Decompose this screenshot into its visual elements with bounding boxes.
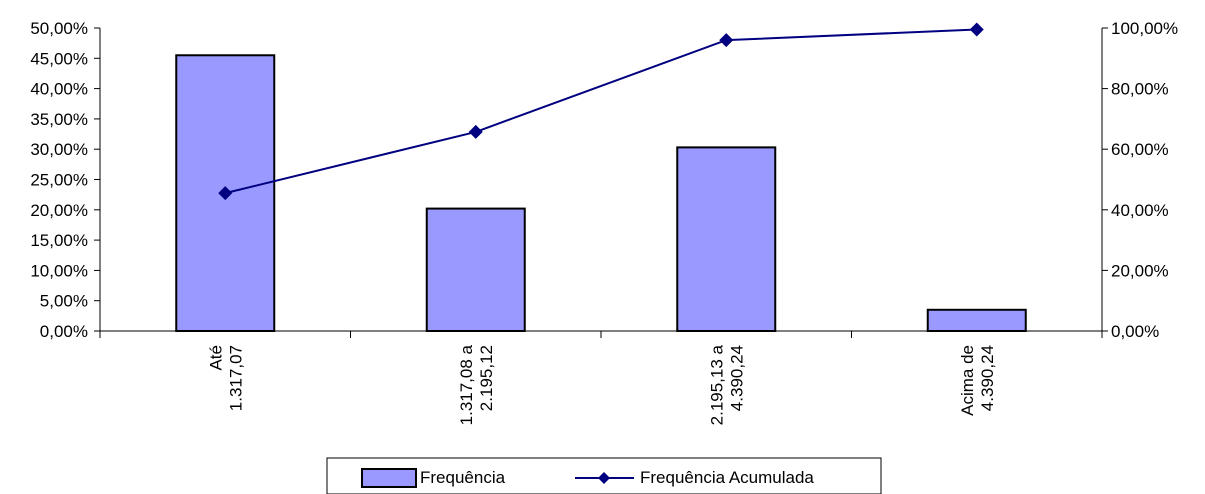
y-right-tick-label: 40,00%	[1111, 201, 1169, 220]
y-left-tick-label: 25,00%	[30, 171, 88, 190]
category-labels: Até1.317,07 1.317,08 a2.195,12 2.195,13 a4…	[206, 344, 997, 425]
legend: Frequência Frequência Acumulada	[326, 457, 882, 494]
y-left-tick-label: 15,00%	[30, 231, 88, 250]
y-left-tick-label: 0,00%	[40, 322, 88, 341]
bar	[676, 146, 777, 332]
y-left-tick-label: 20,00%	[30, 201, 88, 220]
y-left-tick-label: 40,00%	[30, 80, 88, 99]
line-point	[468, 124, 483, 139]
line-series	[218, 22, 984, 201]
legend-bar-swatch	[361, 468, 417, 488]
bar	[926, 308, 1027, 333]
line-point	[719, 33, 734, 48]
legend-line-marker	[598, 472, 610, 484]
x-category-label: Até1.317,07	[206, 345, 245, 411]
y-right-tick-label: 60,00%	[1111, 140, 1169, 159]
axes	[94, 27, 1108, 338]
bar	[425, 207, 526, 332]
line-point	[969, 22, 984, 37]
tick-labels: 0,00% 5,00% 10,00% 15,00% 20,00% 25,00% 30,00%…	[30, 19, 1178, 341]
y-left-tick-label: 30,00%	[30, 140, 88, 159]
y-left-tick-label: 10,00%	[30, 261, 88, 280]
x-category-label: 1.317,08 a2.195,12	[457, 344, 496, 425]
line-point	[218, 186, 233, 201]
x-category-label: Acima de4.390,24	[958, 345, 997, 416]
y-left-tick-label: 35,00%	[30, 110, 88, 129]
x-category-label: 2.195,13 a4.390,24	[707, 344, 746, 425]
cumulative-line	[225, 28, 977, 195]
legend-bar-label: Frequência	[420, 468, 506, 487]
y-right-tick-label: 100,00%	[1111, 19, 1178, 38]
y-right-tick-label: 80,00%	[1111, 80, 1169, 99]
y-right-tick-label: 0,00%	[1111, 322, 1159, 341]
y-right-tick-label: 20,00%	[1111, 261, 1169, 280]
y-left-tick-label: 45,00%	[30, 49, 88, 68]
y-left-tick-label: 5,00%	[40, 292, 88, 311]
legend-line-label: Frequência Acumulada	[640, 468, 814, 487]
bar-group	[175, 54, 1027, 333]
y-left-tick-label: 50,00%	[30, 19, 88, 38]
